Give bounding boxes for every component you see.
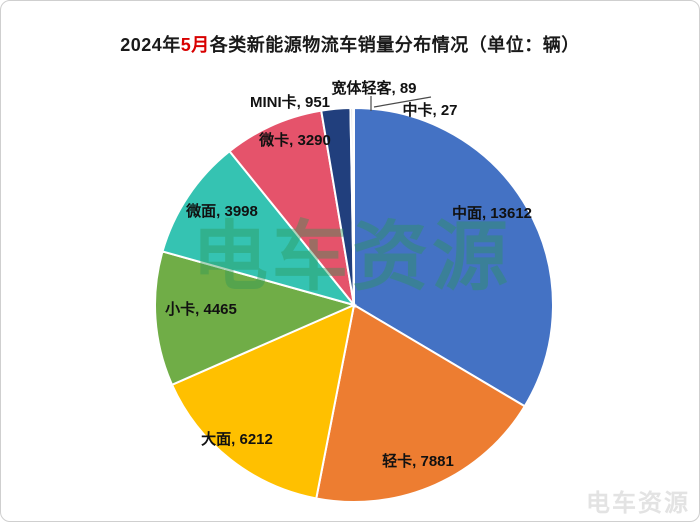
- pie-slice-小卡: [154, 250, 357, 387]
- chart-title-month-highlight: 5月: [180, 35, 210, 55]
- slice-label-宽体轻客: 宽体轻客, 89: [330, 79, 416, 97]
- pie-slice-微面: [161, 149, 357, 307]
- slice-label-微面: 微面, 3998: [185, 202, 258, 220]
- pie-slice-中面: [353, 106, 554, 408]
- chart-title-prefix: 2024年: [120, 35, 181, 55]
- pie-slice-微卡: [228, 109, 356, 309]
- pie-slice-轻卡: [315, 303, 527, 503]
- slice-label-中卡: 中卡, 27: [402, 101, 457, 119]
- slice-label-MINI卡: MINI卡, 951: [250, 93, 330, 111]
- chart-title-suffix: 各类新能源物流车销量分布情况（单位：辆）: [209, 35, 580, 55]
- leader-line-中卡: [373, 96, 432, 108]
- pie-slice-大面: [170, 303, 356, 500]
- slice-label-轻卡: 轻卡, 7881: [382, 452, 454, 470]
- corner-watermark: 电车资源: [586, 490, 690, 517]
- slice-label-大面: 大面, 6212: [201, 430, 273, 448]
- slice-label-中面: 中面, 13612: [452, 204, 532, 222]
- slice-label-微卡: 微卡, 3290: [258, 131, 331, 149]
- pie-slice-中卡: [352, 106, 355, 306]
- slice-label-小卡: 小卡, 4465: [165, 300, 237, 318]
- chart-title: 2024年5月各类新能源物流车销量分布情况（单位：辆）: [0, 31, 700, 57]
